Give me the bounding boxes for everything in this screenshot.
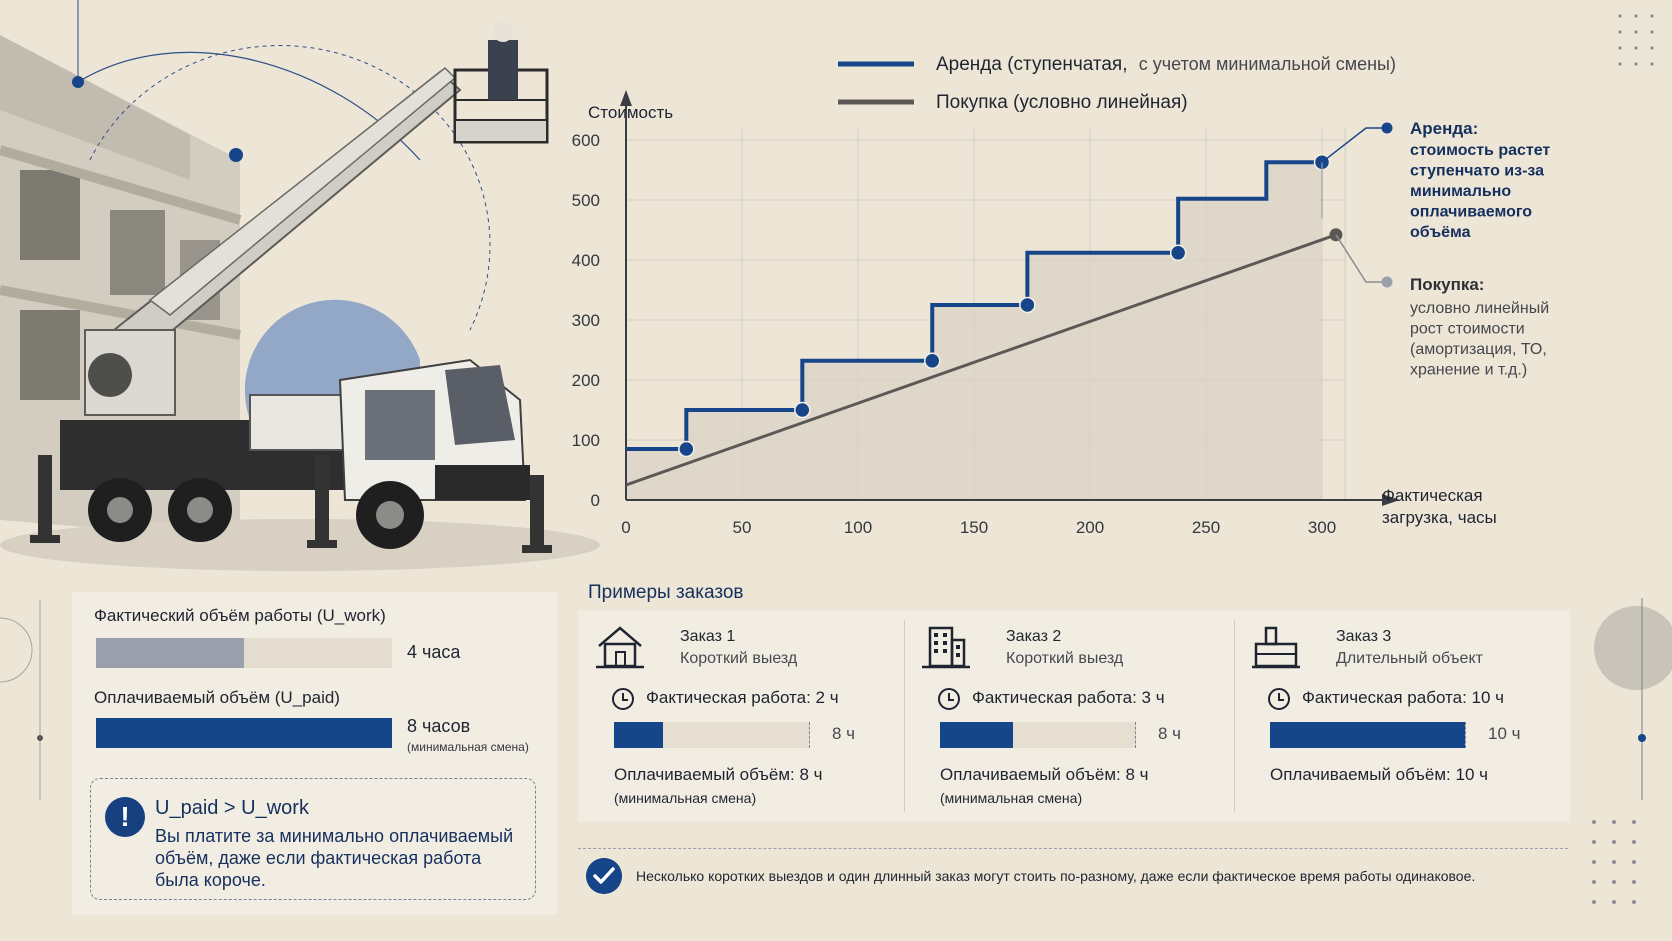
orders-title: Примеры заказов	[588, 582, 744, 603]
x-tick-label: 150	[960, 518, 988, 537]
order-type: Короткий выезд	[1006, 650, 1124, 667]
callout-rent-line: оплачиваемого	[1410, 204, 1532, 221]
purchase-series-line	[625, 233, 1337, 487]
y-tick-label: 200	[572, 371, 600, 390]
callout-connector-rent	[1321, 127, 1387, 163]
order-divider	[904, 620, 905, 812]
legend-label-rent: Аренда (ступенчатая, с учетом минимально…	[936, 54, 1396, 75]
callout-dot-purchase	[1381, 276, 1393, 288]
work-bar-fill	[96, 638, 244, 668]
order-name: Заказ 1	[680, 628, 736, 645]
x-tick-label: 0	[621, 518, 630, 537]
y-axis-title: Стоимость	[588, 103, 673, 122]
clock-icon	[938, 688, 960, 710]
order-actual-work: Фактическая работа: 10 ч	[1302, 688, 1505, 707]
order-paid: Оплачиваемый объём: 10 ч	[1270, 765, 1488, 784]
house-icon	[596, 626, 644, 669]
order-bar-label: 10 ч	[1488, 724, 1521, 743]
paid-label: Оплачиваемый объём (U_paid)	[94, 688, 340, 707]
clock-icon	[612, 688, 634, 710]
industrial-building-icon	[1252, 626, 1300, 669]
x-tick-label: 100	[844, 518, 872, 537]
warning-box: ! U_paid > U_work Вы платите за минималь…	[90, 778, 536, 900]
order-actual-work: Фактическая работа: 3 ч	[972, 688, 1165, 707]
order-divider	[1234, 620, 1235, 812]
y-tick-label: 600	[572, 131, 600, 150]
rent-point	[1019, 296, 1036, 314]
y-tick-label: 400	[572, 251, 600, 270]
order-card-1: Заказ 1 Короткий выезд Фактическая работ…	[578, 610, 908, 822]
callout-rent-line: стоимость растет	[1410, 142, 1550, 159]
warning-title: U_paid > U_work	[155, 797, 309, 819]
work-label: Фактический объём работы (U_work)	[94, 606, 386, 625]
callout-rent-line: минимально	[1410, 183, 1511, 200]
rent-series-line	[626, 160, 1322, 451]
paid-sub: (минимальная смена)	[407, 740, 529, 754]
work-value: 4 часа	[407, 642, 461, 662]
rent-point	[678, 440, 695, 458]
y-tick-label: 100	[572, 431, 600, 450]
order-bar-label: 8 ч	[832, 724, 856, 743]
order-actual-work: Фактическая работа: 2 ч	[646, 688, 839, 707]
note-divider	[578, 848, 1568, 849]
work-bar	[96, 638, 392, 668]
order-paid-sub: (минимальная смена)	[940, 790, 1083, 806]
order-bar	[940, 722, 1136, 748]
y-tick-label: 300	[572, 311, 600, 330]
purchase-point	[1329, 228, 1343, 242]
order-type: Длительный объект	[1336, 650, 1483, 667]
order-paid: Оплачиваемый объём: 8 ч	[940, 765, 1149, 784]
x-tick-label: 200	[1076, 518, 1104, 537]
x-tick-label: 50	[733, 518, 752, 537]
callout-purchase-line: хранение и т.д.)	[1410, 362, 1527, 379]
orders-panel: Заказ 1 Короткий выезд Фактическая работ…	[578, 610, 1570, 822]
order-bar-fill	[1270, 722, 1465, 748]
paid-bar-fill	[96, 718, 392, 748]
callout-dot-rent	[1381, 122, 1393, 134]
legend-label-purchase: Покупка (условно линейная)	[936, 92, 1188, 113]
clock-icon	[1268, 688, 1290, 710]
order-paid: Оплачиваемый объём: 8 ч	[614, 765, 823, 784]
order-card-3: Заказ 3 Длительный объект Фактическая ра…	[1234, 610, 1564, 822]
note-text: Несколько коротких выездов и один длинны…	[636, 868, 1476, 884]
order-paid-sub: (минимальная смена)	[614, 790, 757, 806]
callout-purchase-line: рост стоимости	[1410, 321, 1525, 338]
order-card-2: Заказ 2 Короткий выезд Фактическая работ…	[904, 610, 1234, 822]
callout-purchase-title: Покупка:	[1410, 275, 1484, 294]
exclamation-icon: !	[105, 797, 145, 837]
order-name: Заказ 2	[1006, 628, 1062, 645]
building-icon	[922, 626, 970, 669]
x-axis-title: Фактическая загрузка, часы	[1382, 486, 1497, 527]
order-bar-fill	[614, 722, 663, 748]
order-bar	[614, 722, 810, 748]
paid-bar	[96, 718, 392, 748]
volume-panel: Фактический объём работы (U_work) 4 часа…	[72, 592, 558, 915]
callout-purchase-line: условно линейный	[1410, 300, 1549, 317]
y-axis-arrow	[620, 90, 632, 106]
cost-chart: Аренда (ступенчатая, с учетом минимально…	[572, 54, 1551, 537]
rent-point	[923, 352, 941, 370]
order-bar-label: 8 ч	[1158, 724, 1182, 743]
order-bar-fill	[940, 722, 1014, 748]
callout-rent-line: объёма	[1410, 224, 1471, 241]
order-type: Короткий выезд	[680, 650, 798, 667]
checkmark-icon	[586, 858, 622, 894]
callout-purchase-line: (амортизация, ТО,	[1410, 341, 1547, 358]
callout-connector-purchase	[1335, 234, 1387, 283]
warning-body: Вы платите за минимально оплачиваемый об…	[155, 826, 514, 890]
callout-rent-title: Аренда:	[1410, 119, 1478, 138]
x-tick-label: 250	[1192, 518, 1220, 537]
rent-point	[794, 401, 811, 419]
aerial-platform-truck-illustration	[0, 0, 600, 571]
y-tick-label: 0	[591, 491, 600, 510]
paid-value: 8 часов	[407, 716, 471, 736]
callout-rent-line: ступенчато из-за	[1410, 163, 1544, 180]
order-bar	[1270, 722, 1466, 748]
order-name: Заказ 3	[1336, 628, 1392, 645]
y-tick-label: 500	[572, 191, 600, 210]
x-tick-label: 300	[1308, 518, 1336, 537]
rent-point	[1169, 244, 1187, 262]
x-axis-arrow	[1382, 494, 1400, 506]
